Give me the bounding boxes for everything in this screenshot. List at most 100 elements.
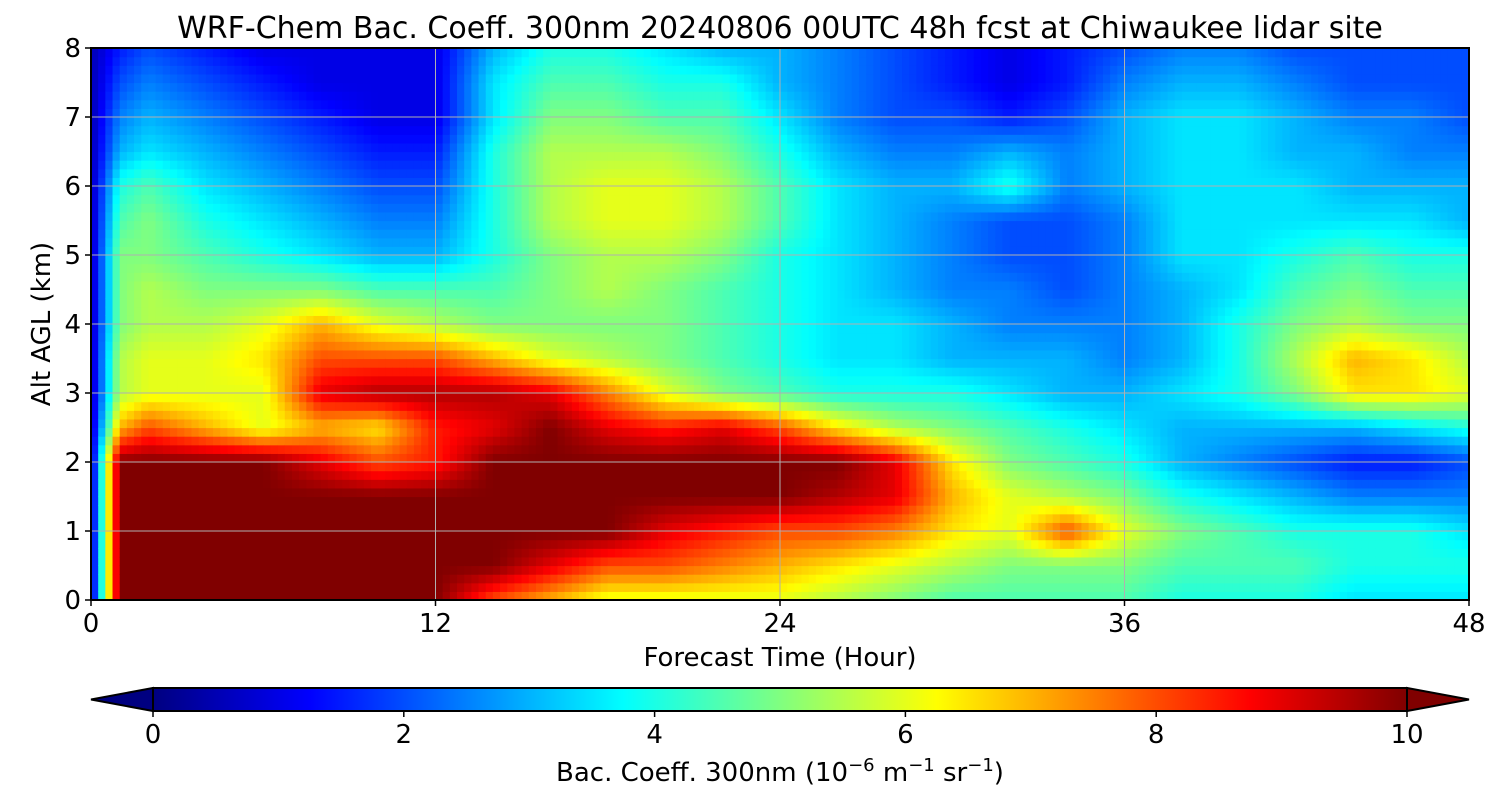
heatmap-cell <box>335 418 343 429</box>
heatmap-cell <box>91 211 99 222</box>
heatmap-cell <box>378 591 386 600</box>
heatmap-cell <box>105 548 114 558</box>
heatmap-cell <box>478 108 487 118</box>
heatmap-cell <box>471 91 480 101</box>
heatmap-cell <box>521 591 530 600</box>
heatmap-cell <box>349 91 358 101</box>
heatmap-cell <box>399 186 408 196</box>
heatmap-cell <box>514 436 523 446</box>
heatmap-cell <box>471 142 480 153</box>
heatmap-cell <box>213 393 221 403</box>
heatmap-cell <box>571 349 580 360</box>
heatmap-cell <box>370 332 379 342</box>
heatmap-cell <box>399 211 408 222</box>
heatmap-cell <box>141 315 150 325</box>
heatmap-cell <box>349 479 358 489</box>
heatmap-cell <box>227 203 236 213</box>
heatmap-cell <box>564 117 573 127</box>
heatmap-cell <box>119 99 128 109</box>
heatmap-cell <box>543 462 551 472</box>
heatmap-cell <box>205 289 214 299</box>
heatmap-cell <box>177 177 185 187</box>
heatmap-cell <box>421 168 429 178</box>
heatmap-cell <box>629 125 638 135</box>
heatmap-cell <box>155 306 164 316</box>
heatmap-cell <box>256 556 264 567</box>
heatmap-cell <box>557 263 566 273</box>
heatmap-cell <box>335 574 343 584</box>
heatmap-cell <box>177 186 185 196</box>
heatmap-cell <box>564 367 573 377</box>
heatmap-cell <box>284 358 293 368</box>
heatmap-cell <box>413 393 422 403</box>
heatmap-cell <box>406 332 415 342</box>
heatmap-cell <box>464 160 472 170</box>
heatmap-cell <box>564 531 573 541</box>
heatmap-cell <box>399 349 408 360</box>
heatmap-cell <box>600 65 609 75</box>
heatmap-cell <box>91 522 99 532</box>
heatmap-cell <box>299 82 307 92</box>
heatmap-cell <box>342 556 350 567</box>
heatmap-cell <box>528 91 537 101</box>
heatmap-cell <box>586 418 594 429</box>
heatmap-cell <box>284 298 293 308</box>
heatmap-cell <box>528 367 537 377</box>
heatmap-cell <box>98 125 106 135</box>
heatmap-cell <box>213 125 221 135</box>
heatmap-cell <box>105 298 114 308</box>
heatmap-cell <box>370 255 379 265</box>
heatmap-cell <box>313 134 322 144</box>
heatmap-cell <box>528 65 537 75</box>
heatmap-cell <box>586 160 594 170</box>
heatmap-cell <box>528 280 537 291</box>
heatmap-cell <box>442 349 451 360</box>
heatmap-cell <box>306 358 315 368</box>
heatmap-cell <box>636 513 645 523</box>
heatmap-cell <box>91 82 99 92</box>
heatmap-cell <box>406 496 415 506</box>
heatmap-cell <box>421 531 429 541</box>
heatmap-cell <box>148 548 157 558</box>
heatmap-cell <box>564 99 573 109</box>
heatmap-cell <box>234 384 243 394</box>
heatmap-cell <box>449 48 458 58</box>
heatmap-cell <box>636 298 645 308</box>
heatmap-cell <box>184 324 193 334</box>
heatmap-cell <box>134 453 142 463</box>
heatmap-cell <box>313 556 322 567</box>
heatmap-cell <box>248 332 257 342</box>
heatmap-cell <box>98 56 106 66</box>
heatmap-cell <box>248 349 257 360</box>
heatmap-cell <box>105 203 114 213</box>
heatmap-cell <box>363 556 372 567</box>
heatmap-cell <box>413 82 422 92</box>
heatmap-cell <box>485 444 494 454</box>
heatmap-cell <box>205 505 214 515</box>
heatmap-cell <box>220 211 228 222</box>
heatmap-cell <box>291 531 300 541</box>
heatmap-cell <box>363 591 372 600</box>
heatmap-cell <box>428 470 437 480</box>
heatmap-cell <box>636 427 645 437</box>
heatmap-cell <box>413 298 422 308</box>
heatmap-cell <box>614 462 623 472</box>
heatmap-cell <box>277 574 286 584</box>
heatmap-cell <box>155 246 164 256</box>
heatmap-cell <box>579 151 587 161</box>
heatmap-cell <box>313 65 322 75</box>
heatmap-cell <box>119 410 128 420</box>
heatmap-cell <box>256 151 264 161</box>
heatmap-cell <box>227 117 236 127</box>
heatmap-cell <box>478 349 487 360</box>
heatmap-cell <box>126 548 135 558</box>
heatmap-cell <box>600 522 609 532</box>
heatmap-cell <box>543 574 551 584</box>
heatmap-cell <box>535 177 544 187</box>
heatmap-cell <box>363 255 372 265</box>
heatmap-cell <box>643 177 652 187</box>
heatmap-cell <box>492 418 501 429</box>
heatmap-cell <box>227 556 236 567</box>
heatmap-cell <box>91 65 99 75</box>
heatmap-cell <box>478 99 487 109</box>
